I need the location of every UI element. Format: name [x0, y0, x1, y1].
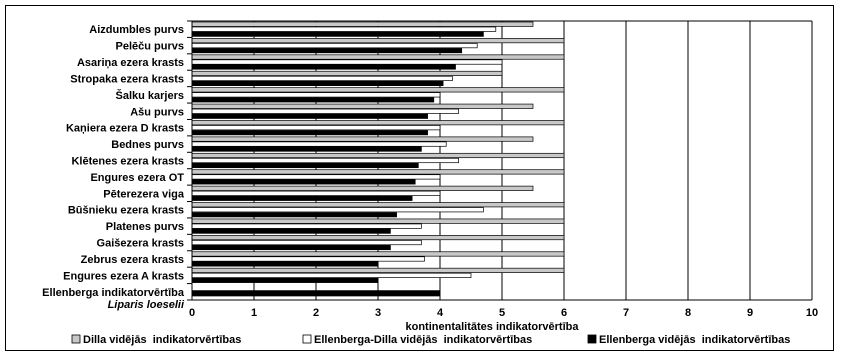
bar-ellenberg-dill-8: [191, 157, 459, 164]
bar-ellenberg-dill-6: [191, 125, 441, 131]
legend-swatch-2: [587, 334, 597, 344]
x-tick-labels: 0 1 2 3 4 5 6 7 8 9 10: [189, 307, 818, 319]
category-label-2: Asariņa ezera krasts: [77, 57, 184, 69]
category-label-12: Platenes purvs: [106, 221, 184, 233]
x-tick-label-5: 5: [499, 307, 505, 319]
x-tick-label-0: 0: [189, 307, 195, 319]
bar-ellenberg-dill-13: [191, 240, 422, 246]
bar-ellenberg-1: [191, 48, 463, 54]
category-label-10: Pēterezera viga: [103, 188, 185, 200]
bar-dill-8: [191, 152, 565, 159]
bar-ellenberg-15: [191, 277, 379, 283]
legend: Dilla vidējās indikatorvērtības Ellenberg…: [71, 334, 790, 346]
bar-ellenberg-dill-4: [191, 92, 441, 98]
category-label-8: Klētenes ezera krasts: [71, 156, 184, 168]
bar-dill-15: [191, 267, 565, 273]
bar-ellenberg-4: [191, 97, 435, 103]
bar-ellenberg-11: [191, 212, 397, 218]
bar-dill-7: [191, 136, 534, 142]
bar-dill-9: [191, 169, 565, 175]
category-label-14: Zebrus ezera krasts: [81, 254, 184, 266]
bar-dill-10: [191, 185, 534, 191]
bar-ellenberg-dill-12: [191, 223, 422, 229]
bar-dill-1: [191, 38, 565, 44]
category-label-15: Engures ezera A krasts: [63, 270, 184, 282]
x-tick-label-7: 7: [623, 307, 629, 319]
bar-ellenberg-dill-11: [191, 207, 484, 213]
bars: [191, 21, 565, 297]
bar-dill-2: [191, 54, 565, 60]
category-label-1: Pelēču purvs: [116, 41, 184, 53]
bar-ellenberg-14: [191, 261, 379, 267]
bar-ellenberg-dill-7: [191, 141, 447, 147]
bar-ellenberg-7: [191, 146, 422, 152]
bar-ellenberg-9: [191, 179, 416, 185]
x-tick-label-3: 3: [375, 307, 381, 319]
bar-ellenberg-dill-9: [191, 174, 441, 180]
bar-ellenberg-8: [191, 162, 419, 169]
category-label-5: Ašu purvs: [130, 106, 184, 118]
category-label-9: Engures ezera OT: [90, 172, 184, 184]
x-axis-label: kontinentalitātes indikatorvērtība: [406, 321, 580, 333]
category-label-7: Bednes purvs: [111, 139, 184, 151]
category-label-0: Aizdumbles purvs: [89, 24, 184, 36]
category-label-16-species: Liparis loeselii: [108, 299, 185, 311]
bar-ellenberg-dill-1: [191, 43, 478, 49]
bar-dill-6: [191, 120, 565, 126]
bar-ellenberg-12: [191, 228, 391, 234]
bar-dill-4: [191, 87, 565, 93]
bar-dill-11: [191, 202, 565, 208]
bar-ellenberg-10: [191, 195, 413, 201]
x-tick-label-2: 2: [313, 307, 319, 319]
x-tick-label-6: 6: [561, 307, 567, 319]
bar-dill-14: [191, 251, 565, 257]
bar-dill-0: [191, 21, 534, 27]
category-label-13: Gaišezera krasts: [97, 238, 184, 250]
category-label-6: Kaņiera ezera D krasts: [66, 123, 184, 135]
legend-swatch-1: [302, 334, 312, 344]
bar-ellenberg-13: [191, 245, 391, 251]
bar-ellenberg-2: [191, 64, 456, 70]
bar-ellenberg-dill-2: [191, 59, 503, 65]
bar-dill-12: [191, 218, 565, 224]
x-tick-label-9: 9: [747, 307, 753, 319]
bar-ellenberg-6: [191, 130, 428, 136]
legend-swatch-0: [71, 334, 81, 344]
bar-ellenberg-dill-10: [191, 190, 441, 196]
bar-dill-3: [191, 70, 503, 76]
bar-dill-5: [191, 103, 534, 109]
legend-label-2: Ellenberga vidējās indikatorvērtības: [599, 334, 790, 346]
bar-ellenberg-dill-0: [191, 26, 497, 32]
bar-ellenberg-0: [191, 31, 484, 37]
category-label-11: Būšnieku ezera krasts: [68, 205, 184, 217]
x-tick-label-10: 10: [806, 307, 818, 319]
x-tick-label-4: 4: [437, 307, 444, 319]
bar-ellenberg-16: [191, 290, 441, 297]
bar-dill-13: [191, 235, 565, 241]
chart-frame: [5, 5, 834, 351]
category-label-3: Stropaka ezera krasts: [70, 73, 184, 85]
category-label-16: Ellenberga indikatorvērtība: [42, 287, 185, 299]
bar-ellenberg-3: [191, 80, 444, 86]
bar-ellenberg-5: [191, 113, 428, 119]
x-tick-label-1: 1: [251, 307, 257, 319]
legend-label-0: Dilla vidējās indikatorvērtības: [83, 334, 241, 346]
axes: [187, 20, 813, 301]
bar-ellenberg-dill-15: [191, 272, 472, 278]
legend-label-1: Ellenberga-Dilla vidējās indikatorvērtīb…: [314, 334, 532, 346]
bar-ellenberg-dill-3: [191, 75, 453, 81]
category-labels: Aizdumbles purvs Pelēču purvs Asariņa ezer…: [42, 24, 185, 311]
bar-ellenberg-dill-5: [191, 108, 459, 114]
category-label-4: Šalku karjers: [116, 89, 185, 102]
bar-ellenberg-dill-14: [191, 256, 425, 262]
x-tick-label-8: 8: [685, 307, 691, 319]
